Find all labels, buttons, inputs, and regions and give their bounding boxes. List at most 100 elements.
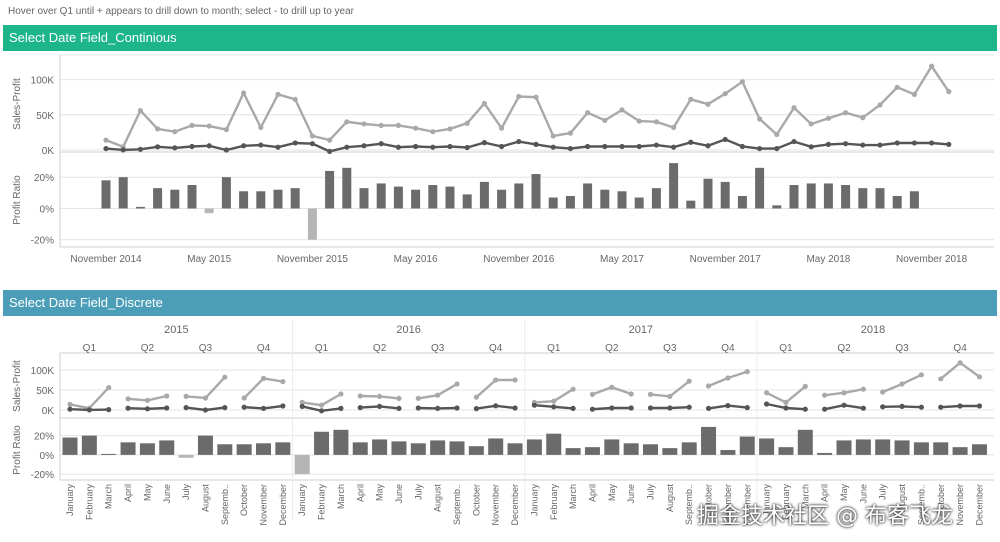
discrete-ratio-bar xyxy=(604,439,620,455)
discrete-profit-point xyxy=(125,405,131,411)
continuous-sales-point xyxy=(894,84,900,90)
continuous-ratio-bar xyxy=(101,180,111,209)
discrete-month-label: June xyxy=(162,484,172,504)
continuous-profit-point xyxy=(447,143,453,150)
continuous-ratio-bar xyxy=(290,188,300,209)
continuous-sales-point xyxy=(481,100,487,107)
discrete-ratio-bar xyxy=(739,436,755,455)
continuous-ratio-bar xyxy=(187,185,197,209)
discrete-month-label: January xyxy=(65,484,75,517)
discrete-month-label: February xyxy=(781,484,791,521)
continuous-sales-point xyxy=(206,123,212,129)
continuous-profit-point xyxy=(189,143,195,150)
discrete-profit-point xyxy=(725,403,731,409)
discrete-section-header[interactable]: Select Date Field_Discrete xyxy=(3,290,997,316)
continuous-sales-point xyxy=(413,125,419,131)
continuous-x-tick-label: November 2014 xyxy=(70,254,142,265)
discrete-month-label: January xyxy=(529,484,539,517)
discrete-profit-point xyxy=(841,402,847,408)
discrete-sales-point xyxy=(377,393,383,399)
discrete-ratio-bar xyxy=(430,440,446,455)
continuous-sales-point xyxy=(636,118,642,124)
discrete-month-label: June xyxy=(626,484,636,504)
discrete-ratio-bar xyxy=(507,443,523,455)
discrete-profit-point xyxy=(899,403,905,409)
discrete-profit-point xyxy=(860,405,866,411)
discrete-profit-point xyxy=(880,404,886,410)
continuous-sales-point xyxy=(688,96,694,102)
discrete-profit-point xyxy=(667,405,673,411)
continuous-sales-point xyxy=(189,122,195,128)
continuous-section-header[interactable]: Select Date Field_Continious xyxy=(3,25,997,51)
continuous-ratio-bar xyxy=(428,185,438,209)
discrete-sales-point xyxy=(880,389,886,395)
continuous-sales-point xyxy=(757,116,763,122)
continuous-sales-point xyxy=(722,91,728,97)
continuous-ratio-bar xyxy=(170,189,180,209)
continuous-sales-point xyxy=(516,93,522,100)
continuous-ratio-bar xyxy=(531,174,541,209)
discrete-sales-point xyxy=(860,386,866,392)
discrete-quarter-header: Q4 xyxy=(257,343,271,354)
discrete-ratio-bar xyxy=(701,426,717,455)
continuous-profit-point xyxy=(653,142,660,148)
discrete-ratio-bar xyxy=(952,447,968,455)
continuous-ratio-bar xyxy=(806,183,816,209)
continuous-profit-point xyxy=(361,143,367,149)
discrete-month-label: January xyxy=(297,484,307,517)
discrete-ratio-bar xyxy=(314,431,330,455)
discrete-month-label: March xyxy=(336,484,346,509)
discrete-profit-point xyxy=(938,404,944,410)
discrete-sales-point xyxy=(222,374,228,380)
discrete-ratio-bar xyxy=(159,440,175,455)
discrete-ratio-bar xyxy=(275,442,291,455)
discrete-ratio-bar xyxy=(139,443,155,455)
discrete-profit-point xyxy=(280,403,286,409)
continuous-ratio-bar xyxy=(479,181,489,209)
continuous-ratio-bar xyxy=(772,205,782,209)
continuous-ratio-bar xyxy=(376,183,386,209)
discrete-ratio-bar xyxy=(488,438,504,455)
continuous-sales-point xyxy=(155,126,161,132)
discrete-sales-point xyxy=(822,392,828,398)
discrete-sales-point xyxy=(144,397,150,403)
discrete-month-label: May xyxy=(839,484,849,502)
continuous-ratio-bar xyxy=(221,177,231,209)
continuous-sales-point xyxy=(567,130,574,136)
discrete-year-header: 2018 xyxy=(861,324,885,336)
discrete-sales-point xyxy=(705,383,712,389)
discrete-ratio-bar xyxy=(449,441,465,455)
continuous-profit-point xyxy=(739,143,746,150)
continuous-sales-point xyxy=(361,121,367,127)
discrete-month-label: May xyxy=(607,484,617,502)
discrete-sales-tick-label: 100K xyxy=(31,366,55,377)
continuous-ratio-bar xyxy=(892,195,902,209)
continuous-profit-point xyxy=(516,138,522,145)
discrete-quarter-header: Q2 xyxy=(373,343,387,354)
discrete-ratio-bar xyxy=(468,446,484,455)
discrete-month-label: Septemb.. xyxy=(916,484,926,525)
discrete-ratio-bar xyxy=(256,443,271,455)
discrete-profit-point xyxy=(164,405,170,411)
discrete-sales-point xyxy=(570,386,576,392)
discrete-month-label: May xyxy=(375,484,385,502)
discrete-ratio-bar xyxy=(294,454,310,475)
discrete-sales-point xyxy=(667,393,673,399)
continuous-ratio-bar xyxy=(737,195,747,209)
discrete-profit-point xyxy=(299,403,305,409)
continuous-ratio-bar xyxy=(118,177,128,209)
continuous-profit-line xyxy=(105,138,949,153)
continuous-ratio-bar xyxy=(342,167,352,209)
discrete-month-label: April xyxy=(355,484,365,502)
discrete-ratio-bar xyxy=(855,439,871,455)
discrete-month-label: December xyxy=(278,484,288,526)
discrete-profit-point xyxy=(551,404,557,410)
discrete-profit-point xyxy=(764,401,770,407)
continuous-sales-point xyxy=(327,137,333,143)
continuous-sales-point xyxy=(619,107,625,113)
continuous-sales-point xyxy=(877,102,883,108)
discrete-quarter-header: Q3 xyxy=(199,343,213,354)
continuous-ratio-bar xyxy=(634,197,644,209)
discrete-sales-point xyxy=(454,381,460,387)
